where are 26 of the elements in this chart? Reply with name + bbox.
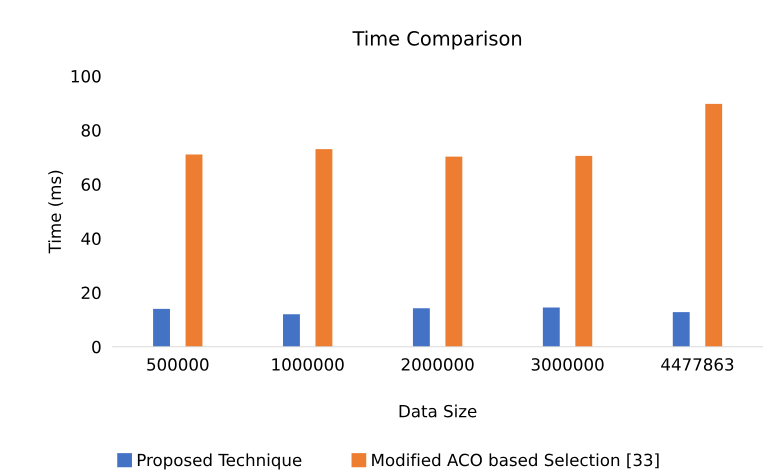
y-tick-label: 100 — [72, 70, 101, 83]
y-axis-title: Time (ms) — [48, 170, 64, 254]
bar — [542, 307, 560, 347]
x-axis-title: Data Size — [400, 404, 476, 418]
y-tick-label: 0 — [92, 340, 101, 354]
y-tick-label: 20 — [82, 286, 101, 300]
bar — [705, 104, 722, 347]
y-tick-label: 40 — [81, 232, 101, 246]
bar — [283, 314, 300, 347]
bar — [575, 156, 592, 347]
bar — [412, 308, 430, 347]
x-tick-label: 3000000 — [532, 358, 604, 371]
x-tick-label: 2000000 — [402, 358, 474, 371]
x-tick-label: 500000 — [147, 358, 208, 371]
bar — [315, 149, 332, 347]
legend-label: Proposed Technique — [138, 453, 302, 470]
chart-title: Time Comparison — [352, 30, 522, 50]
bar — [153, 308, 170, 347]
x-tick-label: 1000000 — [272, 358, 344, 371]
y-tick-label: 80 — [82, 124, 101, 137]
x-tick-label: 4477863 — [661, 358, 734, 371]
y-tick-label: 60 — [82, 178, 101, 191]
bar — [445, 156, 462, 347]
legend-label: Modified ACO based Selection [33] — [372, 453, 659, 468]
bar — [672, 312, 690, 347]
bar — [186, 154, 202, 347]
